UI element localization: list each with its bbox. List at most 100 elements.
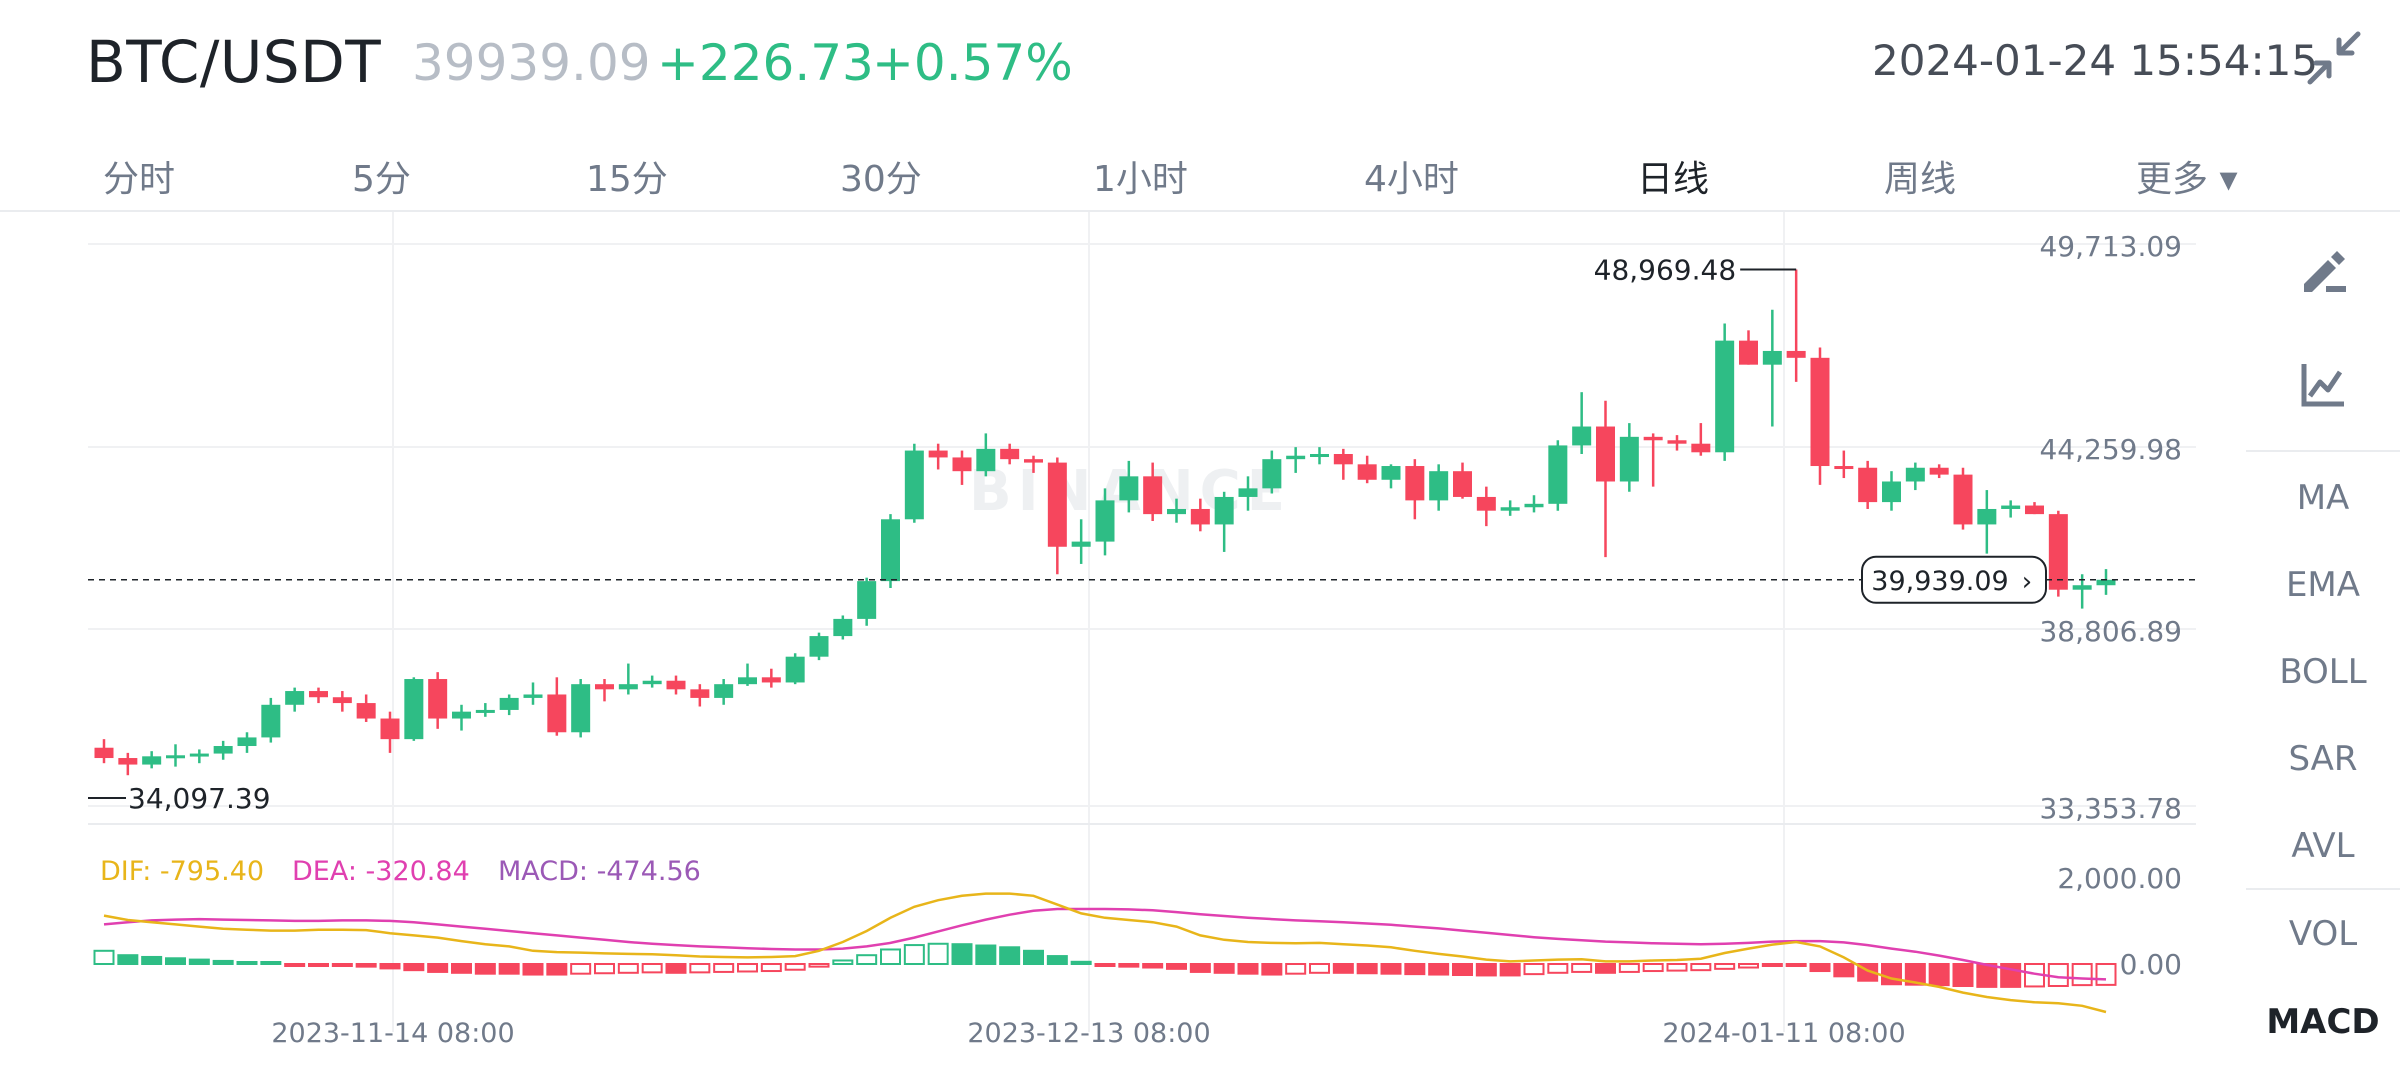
indicator-ema[interactable]: EMA xyxy=(2285,565,2361,605)
macd-bar xyxy=(117,954,139,966)
macd-bar xyxy=(546,963,568,976)
candle-body xyxy=(1143,476,1163,515)
candle-body xyxy=(404,679,424,740)
macd-axis-label: 2,000.00 xyxy=(2057,862,2182,895)
tab-daily[interactable]: 日线 xyxy=(1637,159,1710,200)
tab-5m[interactable]: 5分 xyxy=(352,159,411,200)
macd-bar xyxy=(308,963,329,967)
macd-bar xyxy=(1046,955,1068,966)
indicator-ma[interactable]: MA xyxy=(2296,478,2350,518)
macd-bar xyxy=(594,963,615,975)
tab-30m[interactable]: 30分 xyxy=(840,159,922,200)
candle-body xyxy=(1047,462,1067,547)
macd-bar xyxy=(1428,963,1450,976)
macd-bar xyxy=(975,944,997,966)
candle-body xyxy=(428,679,448,719)
macd-bar xyxy=(451,963,472,974)
high-marker-label: 48,969.48 xyxy=(1594,254,1737,287)
x-axis-label: 2024-01-11 08:00 xyxy=(1662,1018,1905,1049)
candle-body xyxy=(2096,579,2116,586)
candle-body xyxy=(1929,467,1949,475)
macd-bar xyxy=(1475,963,1497,977)
candle-body xyxy=(881,519,900,582)
indicator-avl[interactable]: AVL xyxy=(2291,826,2355,866)
candle-body xyxy=(261,704,281,738)
candle-body xyxy=(1476,496,1496,511)
macd-value-label: MACD: -474.56 xyxy=(498,856,701,887)
tab-1h[interactable]: 1小时 xyxy=(1093,159,1188,200)
macd-bar xyxy=(1356,963,1378,975)
price-change: +226.73 xyxy=(657,34,874,92)
tab-weekly[interactable]: 周线 xyxy=(1884,159,1957,200)
pen-ruler-icon[interactable] xyxy=(2296,244,2350,298)
symbol-pair[interactable]: BTC/USDT xyxy=(86,28,382,96)
candle-body xyxy=(1882,481,1901,503)
macd-bar xyxy=(617,963,639,974)
candle-body xyxy=(380,718,400,740)
macd-bar xyxy=(331,963,353,967)
candle-body xyxy=(595,684,614,690)
macd-bar xyxy=(1904,963,1926,986)
macd-bar xyxy=(1261,963,1283,976)
candle-body xyxy=(142,756,162,765)
macd-bar xyxy=(1189,963,1211,973)
divider xyxy=(2246,888,2400,890)
macd-dea-label: DEA: -320.84 xyxy=(292,856,470,887)
macd-bar xyxy=(1166,963,1187,970)
candle-body xyxy=(1786,350,1806,358)
x-axis-label: 2023-12-13 08:00 xyxy=(967,1018,1210,1049)
macd-dif-label: DIF: -795.40 xyxy=(100,856,264,887)
candle-body xyxy=(213,746,233,754)
macd-axis-label: 0.00 xyxy=(2120,948,2182,981)
candle-body xyxy=(1572,426,1592,446)
macd-bar xyxy=(379,963,401,970)
tab-more[interactable]: 更多 ▾ xyxy=(2136,159,2238,200)
macd-bar xyxy=(856,954,878,966)
macd-bar xyxy=(1785,963,1807,967)
candle-body xyxy=(475,709,495,713)
macd-bar xyxy=(1309,963,1330,974)
macd-bar xyxy=(284,963,306,967)
macd-bar xyxy=(1809,963,1831,973)
interval-tabs: 分时 5分 15分 30分 1小时 4小时 日线 周线 更多 ▾ xyxy=(0,140,2400,212)
candle-body xyxy=(1953,474,1973,525)
tab-15m[interactable]: 15分 xyxy=(586,159,668,200)
chart-trend-icon[interactable] xyxy=(2296,358,2350,412)
macd-bar xyxy=(1118,963,1140,968)
candle-body xyxy=(356,703,376,719)
indicator-macd[interactable]: MACD xyxy=(2266,1002,2380,1042)
macd-bar xyxy=(903,944,925,966)
candle-body xyxy=(857,581,877,619)
candle-body xyxy=(1715,340,1735,453)
candle-body xyxy=(547,694,567,733)
collapse-arrows-icon[interactable] xyxy=(2306,30,2362,86)
indicator-vol[interactable]: VOL xyxy=(2288,914,2358,954)
candle-body xyxy=(666,680,686,690)
macd-bar xyxy=(1642,963,1664,973)
tab-timeline[interactable]: 分时 xyxy=(103,159,176,200)
candle-body xyxy=(714,684,734,698)
candle-body xyxy=(1262,459,1282,489)
macd-bar xyxy=(1523,963,1545,976)
indicator-boll[interactable]: BOLL xyxy=(2279,652,2367,692)
candlestick-chart[interactable]: BINANCE49,713.0944,259.9838,806.8933,353… xyxy=(0,212,2240,1072)
candle-body xyxy=(1000,448,1020,460)
candle-body xyxy=(952,457,972,472)
candle-body xyxy=(1500,507,1520,511)
candle-body xyxy=(928,450,948,458)
candle-body xyxy=(1453,471,1472,497)
macd-bar xyxy=(1833,963,1855,978)
chevron-right-icon: › xyxy=(2022,567,2032,597)
macd-bar xyxy=(427,963,449,973)
macd-bar xyxy=(522,963,544,976)
candle-body xyxy=(285,691,305,705)
indicator-sar[interactable]: SAR xyxy=(2288,739,2358,779)
macd-bar xyxy=(1690,963,1712,972)
macd-bar xyxy=(403,963,425,972)
candle-body xyxy=(642,680,662,685)
macd-bar xyxy=(93,949,115,965)
candle-body xyxy=(1858,467,1878,503)
header-bar: BTC/USDT 39939.09 +226.73 +0.57% 2024-01… xyxy=(0,0,2400,130)
macd-bar xyxy=(1761,963,1783,967)
tab-4h[interactable]: 4小时 xyxy=(1364,159,1459,200)
